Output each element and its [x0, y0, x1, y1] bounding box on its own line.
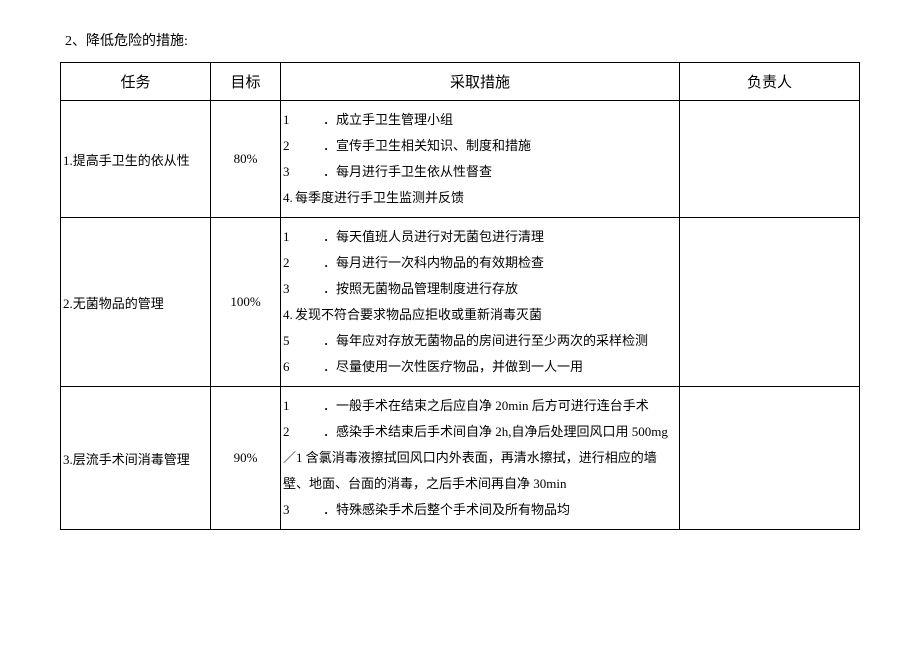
measure-number: 2: [283, 419, 295, 445]
header-measure: 采取措施: [281, 63, 680, 101]
measure-item: 4.每季度进行手卫生监测并反馈: [283, 185, 675, 211]
header-owner: 负责人: [680, 63, 860, 101]
measure-cell: 1．每天值班人员进行对无菌包进行清理2．每月进行一次科内物品的有效期检查3．按照…: [281, 218, 680, 387]
measure-number: 2: [283, 250, 295, 276]
target-cell: 100%: [211, 218, 281, 387]
measure-item: 3．每月进行手卫生依从性督查: [283, 159, 675, 185]
owner-cell: [680, 101, 860, 218]
section-title: 2、降低危险的措施:: [60, 30, 860, 50]
measure-item: 3．按照无菌物品管理制度进行存放: [283, 276, 675, 302]
measures-table: 任务 目标 采取措施 负责人 1.提高手卫生的依从性80%1．成立手卫生管理小组…: [60, 62, 860, 530]
table-row: 3.层流手术间消毒管理90%1．一般手术在结束之后应自净 20min 后方可进行…: [61, 387, 860, 530]
measure-item: 1．每天值班人员进行对无菌包进行清理: [283, 224, 675, 250]
measure-number: 6: [283, 354, 295, 380]
measure-item: 1．成立手卫生管理小组: [283, 107, 675, 133]
table-body: 1.提高手卫生的依从性80%1．成立手卫生管理小组2．宣传手卫生相关知识、制度和…: [61, 101, 860, 530]
measure-number: 1: [283, 224, 295, 250]
measure-number: 3: [283, 497, 295, 523]
measure-number: 4.: [283, 185, 295, 211]
measure-number: 1: [283, 393, 295, 419]
measure-item: 6．尽量使用一次性医疗物品，并做到一人一用: [283, 354, 675, 380]
measure-number: 5: [283, 328, 295, 354]
task-cell: 3.层流手术间消毒管理: [61, 387, 211, 530]
measure-cell: 1．一般手术在结束之后应自净 20min 后方可进行连台手术2．感染手术结束后手…: [281, 387, 680, 530]
table-header-row: 任务 目标 采取措施 负责人: [61, 63, 860, 101]
task-cell: 1.提高手卫生的依从性: [61, 101, 211, 218]
header-task: 任务: [61, 63, 211, 101]
measure-item: 2．感染手术结束后手术间自净 2h,自净后处理回风口用 500mg／1 含氯消毒…: [283, 419, 675, 497]
measure-number: 1: [283, 107, 295, 133]
table-row: 2.无菌物品的管理100%1．每天值班人员进行对无菌包进行清理2．每月进行一次科…: [61, 218, 860, 387]
measure-item: 3．特殊感染手术后整个手术间及所有物品均: [283, 497, 675, 523]
owner-cell: [680, 218, 860, 387]
measure-item: 1．一般手术在结束之后应自净 20min 后方可进行连台手术: [283, 393, 675, 419]
task-cell: 2.无菌物品的管理: [61, 218, 211, 387]
measure-number: 2: [283, 133, 295, 159]
measure-cell: 1．成立手卫生管理小组2．宣传手卫生相关知识、制度和措施3．每月进行手卫生依从性…: [281, 101, 680, 218]
measure-number: 3: [283, 276, 295, 302]
target-cell: 80%: [211, 101, 281, 218]
target-cell: 90%: [211, 387, 281, 530]
measure-item: 2．宣传手卫生相关知识、制度和措施: [283, 133, 675, 159]
measure-number: 4.: [283, 302, 295, 328]
header-target: 目标: [211, 63, 281, 101]
table-row: 1.提高手卫生的依从性80%1．成立手卫生管理小组2．宣传手卫生相关知识、制度和…: [61, 101, 860, 218]
measure-number: 3: [283, 159, 295, 185]
measure-item: 5．每年应对存放无菌物品的房间进行至少两次的采样检测: [283, 328, 675, 354]
owner-cell: [680, 387, 860, 530]
measure-item: 4.发现不符合要求物品应拒收或重新消毒灭菌: [283, 302, 675, 328]
measure-item: 2．每月进行一次科内物品的有效期检查: [283, 250, 675, 276]
